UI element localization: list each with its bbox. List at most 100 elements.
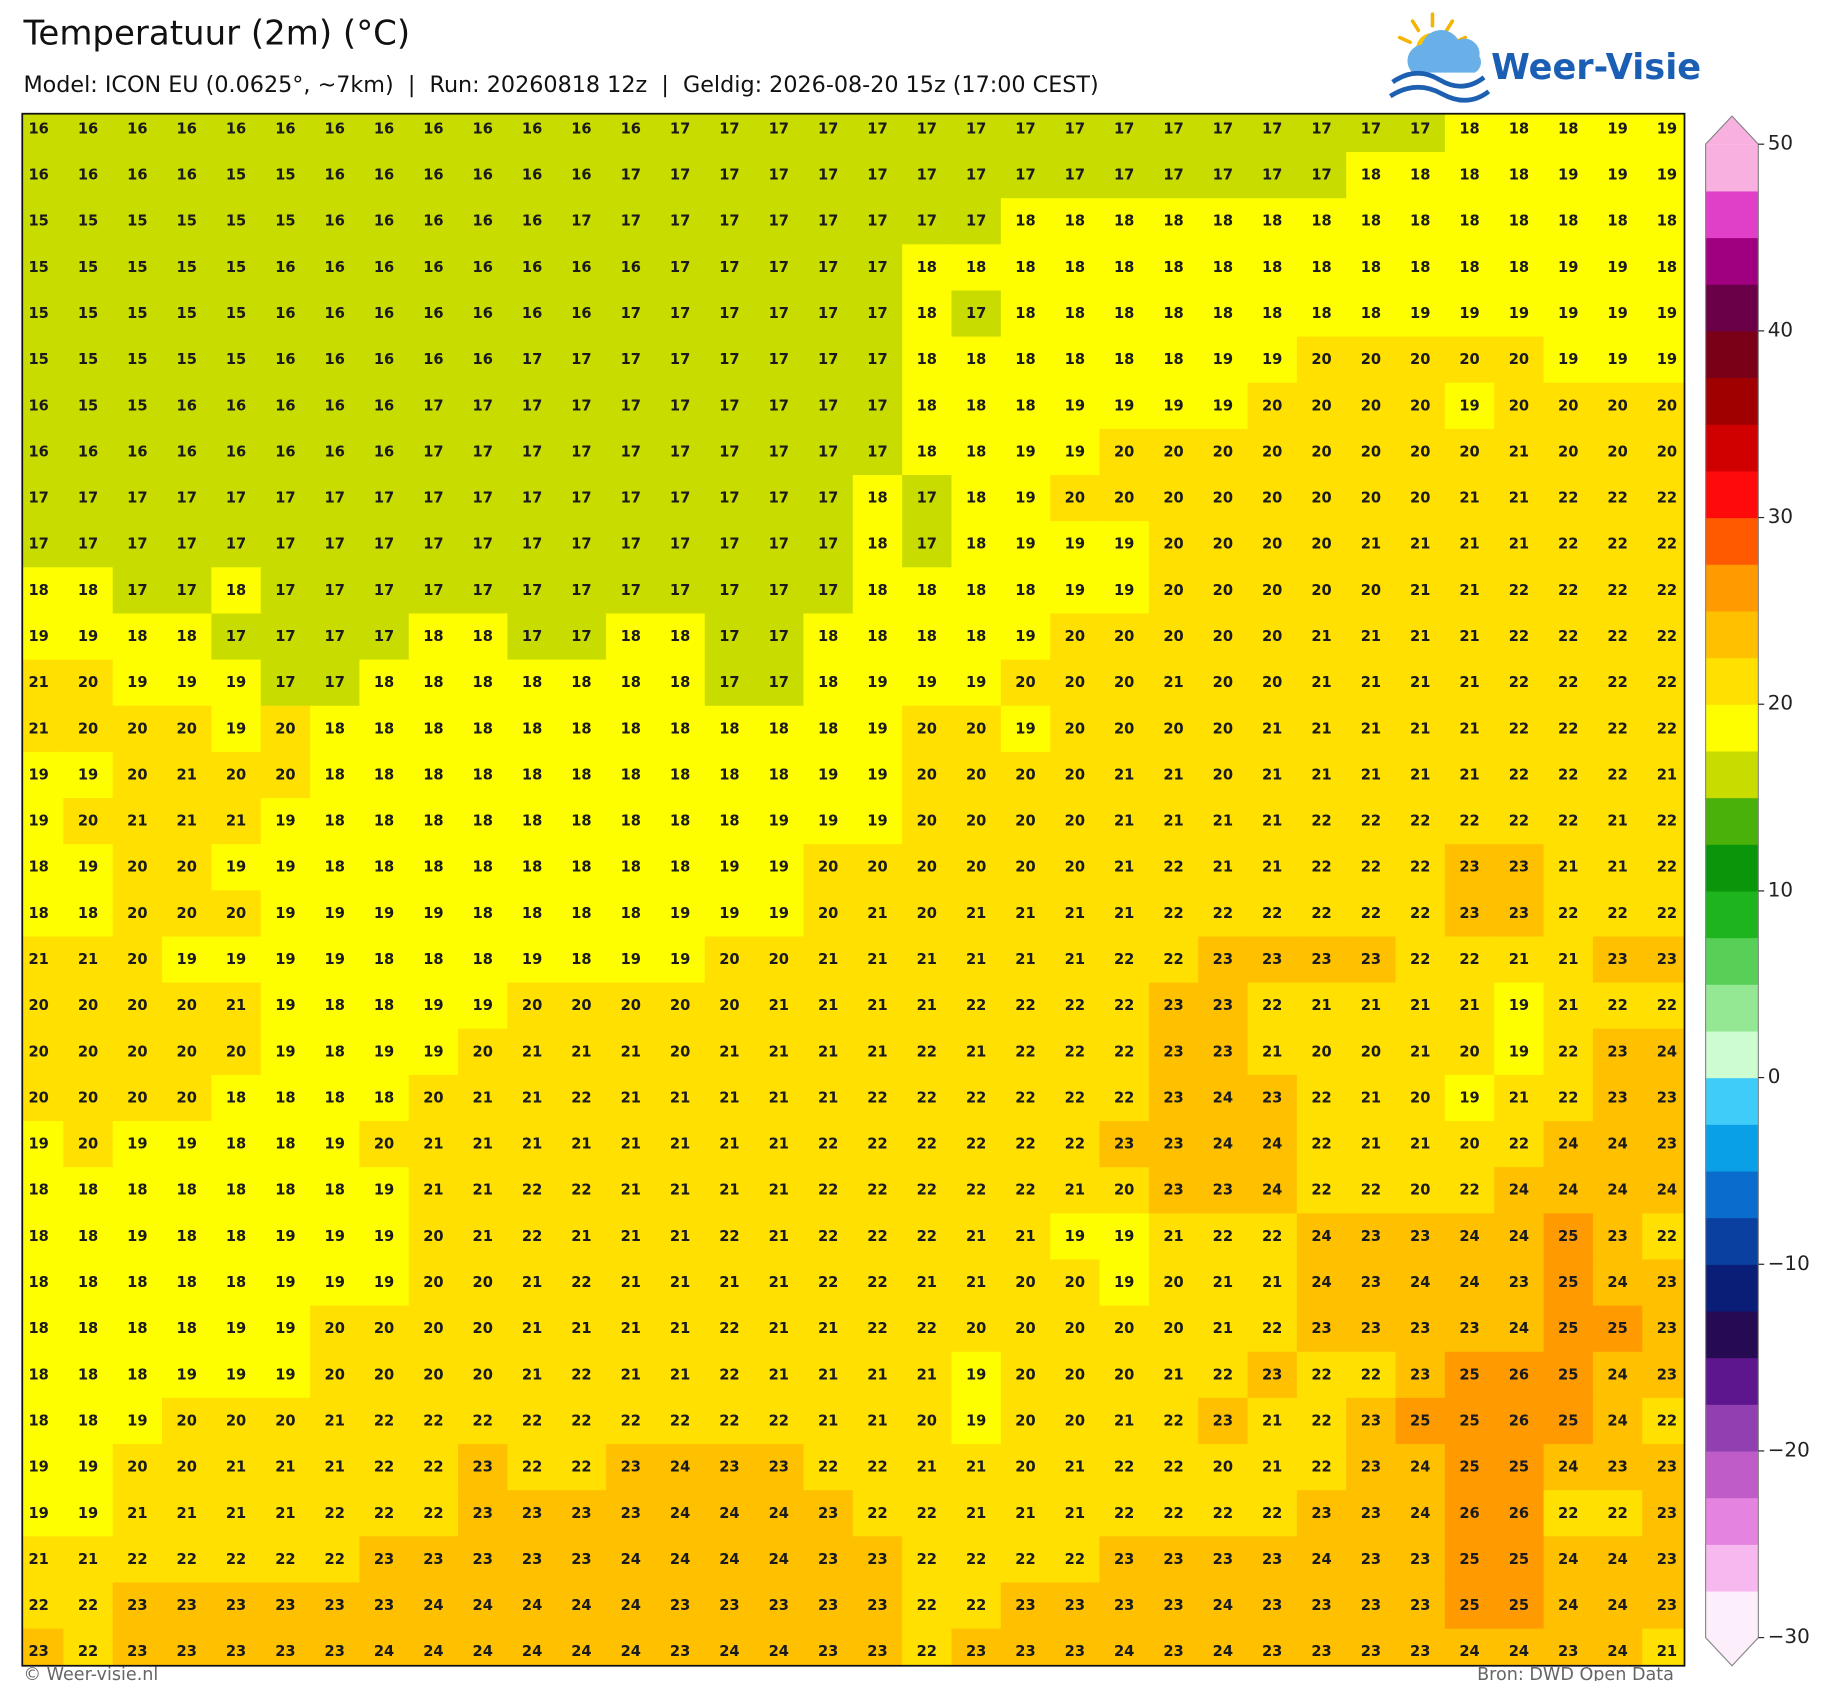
temperature-cell — [458, 751, 509, 799]
temperature-cell — [1000, 1444, 1051, 1491]
temperature-label: 22 — [867, 1182, 887, 1199]
temperature-label: 20 — [1311, 443, 1331, 460]
temperature-cell — [1543, 1536, 1594, 1584]
temperature-label: 22 — [1607, 766, 1627, 783]
temperature-label: 20 — [1361, 351, 1381, 368]
temperature-label: 20 — [1213, 674, 1233, 691]
temperature-cell — [1247, 1444, 1298, 1491]
temperature-label: 25 — [1459, 1412, 1479, 1429]
temperature-cell — [507, 428, 558, 476]
temperature-label: 18 — [1114, 351, 1134, 368]
temperature-cell — [507, 751, 558, 799]
temperature-cell — [1543, 613, 1594, 661]
temperature-label: 17 — [769, 397, 789, 414]
temperature-label: 22 — [818, 1228, 838, 1245]
temperature-cell — [1395, 1536, 1446, 1584]
temperature-cell — [310, 1259, 361, 1307]
temperature-cell — [1148, 1167, 1199, 1215]
temperature-cell — [704, 844, 755, 892]
temperature-cell — [754, 798, 805, 845]
colorbar-band — [1705, 1077, 1759, 1125]
temperature-cell — [1444, 659, 1495, 707]
temperature-label: 19 — [719, 905, 739, 922]
temperature-label: 22 — [1065, 1043, 1085, 1060]
temperature-label: 20 — [818, 859, 838, 876]
temperature-cell — [260, 798, 311, 845]
temperature-cell — [359, 1074, 410, 1122]
temperature-cell — [655, 1444, 706, 1491]
temperature-label: 23 — [226, 1597, 246, 1614]
temperature-cell — [63, 613, 114, 661]
temperature-label: 24 — [1558, 1597, 1578, 1614]
temperature-label: 20 — [1065, 1274, 1085, 1291]
temperature-cell — [556, 1121, 607, 1168]
temperature-label: 19 — [28, 1505, 48, 1522]
temperature-cell — [1099, 890, 1150, 938]
temperature-label: 20 — [769, 951, 789, 968]
temperature-label: 18 — [177, 1182, 197, 1199]
temperature-cell — [359, 1490, 410, 1538]
temperature-cell — [408, 152, 459, 199]
temperature-cell — [260, 1028, 311, 1076]
temperature-label: 17 — [1114, 120, 1134, 137]
temperature-label: 23 — [1163, 1597, 1183, 1614]
temperature-cell — [260, 1167, 311, 1215]
temperature-label: 17 — [670, 443, 690, 460]
temperature-label: 22 — [1361, 905, 1381, 922]
temperature-cell — [1346, 1074, 1397, 1122]
temperature-cell — [556, 1213, 607, 1261]
temperature-label: 22 — [473, 1412, 493, 1429]
temperature-cell — [852, 1305, 903, 1353]
temperature-label: 20 — [1213, 766, 1233, 783]
temperature-cell — [1395, 290, 1446, 338]
temperature-cell — [63, 336, 114, 384]
temperature-cell — [1099, 1074, 1150, 1122]
temperature-label: 20 — [966, 720, 986, 737]
temperature-label: 17 — [818, 397, 838, 414]
temperature-cell — [1642, 428, 1685, 476]
temperature-label: 19 — [275, 813, 295, 830]
temperature-cell — [1543, 1167, 1594, 1215]
temperature-label: 21 — [917, 951, 937, 968]
temperature-label: 19 — [275, 859, 295, 876]
temperature-cell — [556, 613, 607, 661]
temperature-cell — [1592, 1490, 1643, 1538]
temperature-label: 19 — [28, 813, 48, 830]
temperature-cell — [1247, 475, 1298, 522]
temperature-label: 16 — [374, 351, 394, 368]
temperature-cell — [458, 1305, 509, 1353]
temperature-cell — [902, 382, 953, 430]
temperature-label: 17 — [473, 443, 493, 460]
temperature-label: 21 — [423, 1182, 443, 1199]
temperature-cell — [1198, 1259, 1249, 1307]
temperature-label: 21 — [1410, 536, 1430, 553]
temperature-cell — [951, 336, 1002, 384]
temperature-label: 19 — [78, 766, 98, 783]
temperature-cell — [803, 659, 854, 707]
temperature-cell — [1296, 844, 1347, 892]
temperature-cell — [359, 382, 410, 430]
temperature-label: 23 — [1015, 1597, 1035, 1614]
temperature-cell — [1198, 936, 1249, 984]
temperature-cell — [556, 1259, 607, 1307]
temperature-cell — [22, 1028, 65, 1076]
temperature-label: 22 — [621, 1412, 641, 1429]
temperature-cell — [1592, 659, 1643, 707]
temperature-cell — [1494, 428, 1545, 476]
temperature-label: 17 — [917, 120, 937, 137]
temperature-label: 16 — [374, 397, 394, 414]
temperature-label: 21 — [1262, 813, 1282, 830]
temperature-cell — [310, 290, 361, 338]
temperature-label: 19 — [867, 813, 887, 830]
temperature-cell — [112, 198, 163, 246]
temperature-cell — [260, 1074, 311, 1122]
temperature-cell — [1099, 113, 1150, 153]
temperature-label: 17 — [818, 167, 838, 184]
colorbar-tick-label: 30 — [1768, 505, 1793, 528]
temperature-cell — [852, 890, 903, 938]
temperature-cell — [1395, 1444, 1446, 1491]
temperature-cell — [162, 1305, 213, 1353]
temperature-cell — [1642, 152, 1685, 199]
temperature-label: 17 — [670, 536, 690, 553]
temperature-label: 21 — [1410, 720, 1430, 737]
